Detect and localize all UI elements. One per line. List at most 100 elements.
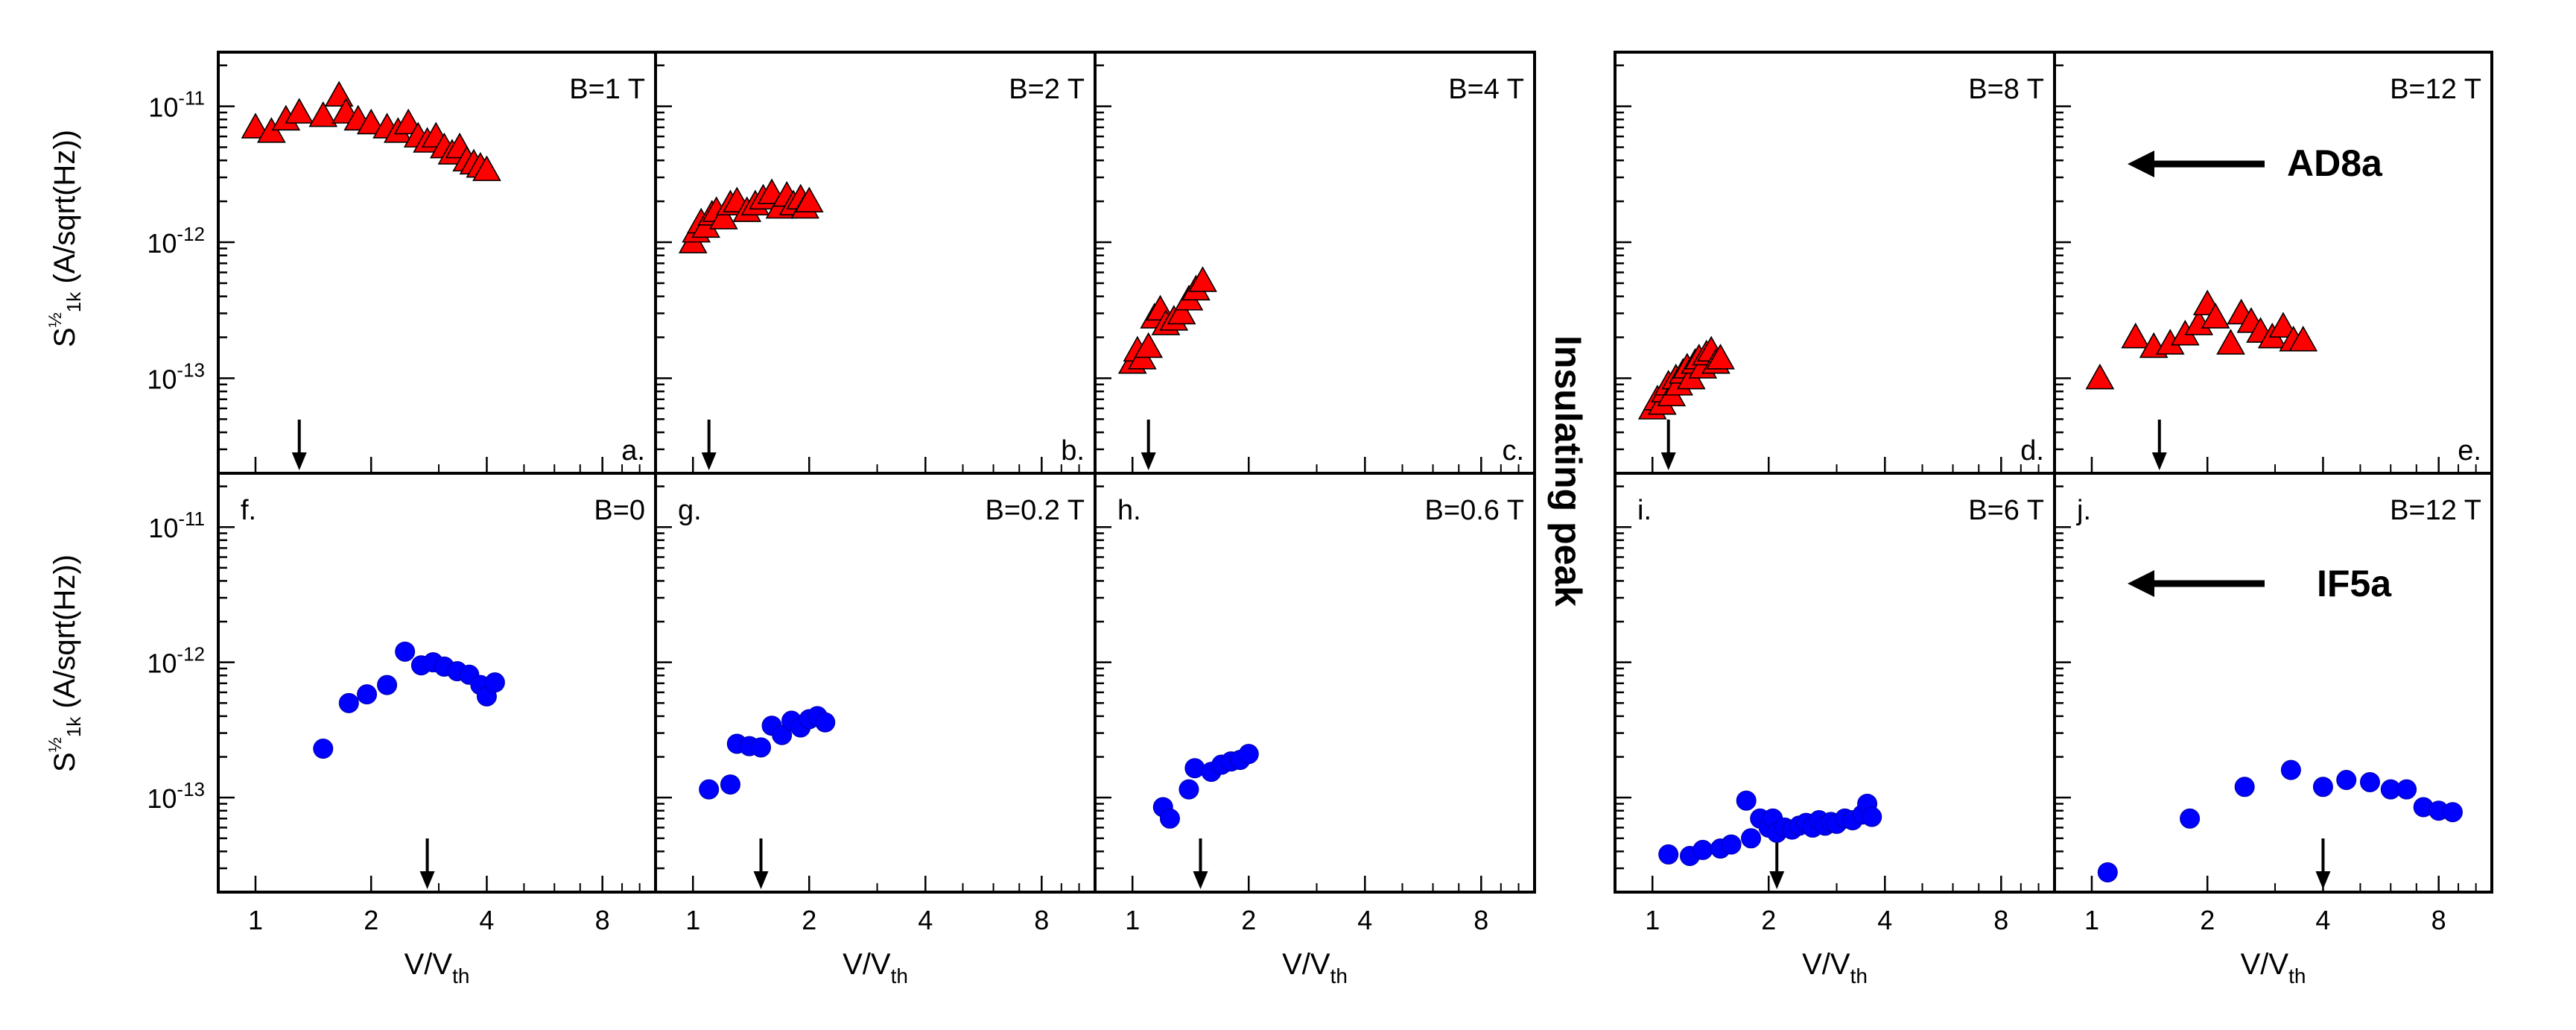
threshold-arrow-head-icon — [701, 452, 717, 470]
data-point — [377, 674, 398, 695]
threshold-arrow-head-icon — [1193, 871, 1208, 889]
data-point — [2396, 779, 2417, 800]
x-tick-label: 4 — [1877, 905, 1892, 935]
data-point — [2359, 771, 2380, 792]
data-point — [356, 108, 386, 135]
data-point — [2268, 312, 2298, 338]
data-point — [1706, 344, 1735, 370]
y-tick-label: 10-12 — [147, 643, 205, 679]
data-point — [2216, 329, 2245, 355]
data-point — [2097, 862, 2118, 882]
threshold-arrow-head-icon — [419, 871, 435, 889]
threshold-arrow-head-icon — [2151, 452, 2167, 470]
panel-j: 1 2 4 8 V/Vth B=12 T j. — [2053, 472, 2493, 988]
field-label: B=8 T — [1968, 74, 2044, 105]
x-tick-label: 1 — [2084, 905, 2099, 935]
x-tick-label: 8 — [2431, 905, 2446, 935]
plot-frame — [2053, 51, 2493, 475]
x-tick-label: 8 — [1993, 905, 2008, 935]
data-point — [1238, 744, 1259, 765]
sample-annotation-ad8a: AD8a — [2128, 142, 2383, 184]
threshold-arrow-head-icon — [753, 871, 769, 889]
data-point — [2336, 770, 2357, 791]
arrow-head-ad8a-icon — [2128, 151, 2154, 177]
field-label: B=0 — [594, 495, 645, 526]
field-label: B=12 T — [2390, 74, 2481, 105]
panel-letter: b. — [1061, 435, 1085, 467]
field-label: B=0.2 T — [986, 495, 1085, 526]
panel-letter: c. — [1502, 435, 1524, 467]
plot-frame — [217, 472, 657, 894]
panel-f: 10-11 10-12 10-13 1 2 4 8 V/Vth B=0 f. — [147, 472, 657, 988]
panel-letter: h. — [1117, 495, 1141, 526]
insulating-peak-label: Insulating peak — [1547, 335, 1589, 607]
data-point — [313, 739, 334, 759]
field-label: B=12 T — [2390, 495, 2481, 526]
x-tick-label: 1 — [1125, 905, 1140, 935]
x-tick-label: 2 — [1761, 905, 1776, 935]
sample-label-ad8a: AD8a — [2287, 142, 2383, 184]
data-point — [1862, 806, 1882, 827]
data-point — [2234, 777, 2255, 797]
panel-letter: a. — [621, 435, 645, 467]
threshold-arrow-head-icon — [1141, 452, 1156, 470]
field-label: B=6 T — [1968, 495, 2044, 526]
data-point — [395, 641, 416, 662]
data-point — [720, 774, 740, 795]
field-label: B=1 T — [569, 74, 645, 105]
panel-letter: g. — [678, 495, 702, 526]
x-tick-label: 4 — [479, 905, 494, 935]
panel-letter: e. — [2458, 435, 2481, 467]
plot-frame — [654, 51, 1097, 475]
x-tick-label: 2 — [2200, 905, 2215, 935]
data-point — [285, 98, 314, 124]
x-axis-label: V/Vth — [2241, 948, 2306, 988]
x-axis-label: V/Vth — [843, 948, 908, 988]
panel-g: 1 2 4 8 V/Vth B=0.2 T g. — [654, 472, 1097, 988]
x-tick-label: 8 — [1473, 905, 1488, 935]
data-point — [2288, 325, 2318, 352]
panel-letter: i. — [1637, 495, 1652, 526]
data-point — [1134, 332, 1164, 358]
data-point — [1184, 758, 1205, 779]
data-point — [357, 684, 378, 705]
data-point — [2085, 363, 2115, 390]
y-axis-label-bottom: S½1k (A/sqrt(Hz)) — [45, 555, 85, 772]
y-tick-label: 10-11 — [148, 87, 205, 123]
data-point — [484, 672, 505, 693]
data-point — [1178, 779, 1199, 800]
panel-d: B=8 T d. — [1614, 51, 2056, 475]
data-point — [751, 737, 772, 758]
plot-frame — [1094, 472, 1536, 894]
data-point — [2180, 808, 2201, 829]
data-point — [2201, 303, 2230, 329]
data-point — [1736, 790, 1757, 811]
data-point — [241, 113, 270, 139]
data-point — [708, 203, 738, 230]
x-tick-label: 8 — [1034, 905, 1049, 935]
data-point — [1167, 298, 1196, 325]
x-tick-label: 4 — [2315, 905, 2330, 935]
plot-frame — [2053, 472, 2493, 894]
data-point — [338, 692, 359, 713]
data-point — [699, 779, 720, 800]
y-tick-label: 10-11 — [148, 508, 205, 543]
field-label: B=2 T — [1009, 74, 1085, 105]
plot-frame — [1614, 51, 2056, 475]
data-point — [2280, 759, 2301, 780]
panel-a: 10-11 10-12 10-13 B=1 T a. — [147, 51, 657, 475]
x-tick-label: 2 — [1241, 905, 1256, 935]
data-point — [1159, 808, 1180, 829]
y-tick-label: 10-13 — [147, 778, 205, 814]
field-label: B=0.6 T — [1425, 495, 1524, 526]
data-point — [2121, 322, 2151, 349]
threshold-arrow-head-icon — [2315, 871, 2331, 889]
y-tick-label: 10-13 — [147, 358, 205, 394]
data-point — [308, 101, 338, 127]
x-tick-label: 1 — [685, 905, 700, 935]
x-tick-label: 8 — [595, 905, 610, 935]
arrow-head-if5a-icon — [2128, 570, 2154, 597]
panel-i: 1 2 4 8 V/Vth B=6 T i. — [1614, 472, 2056, 988]
x-tick-label: 2 — [364, 905, 378, 935]
panel-b: B=2 T b. — [654, 51, 1097, 475]
